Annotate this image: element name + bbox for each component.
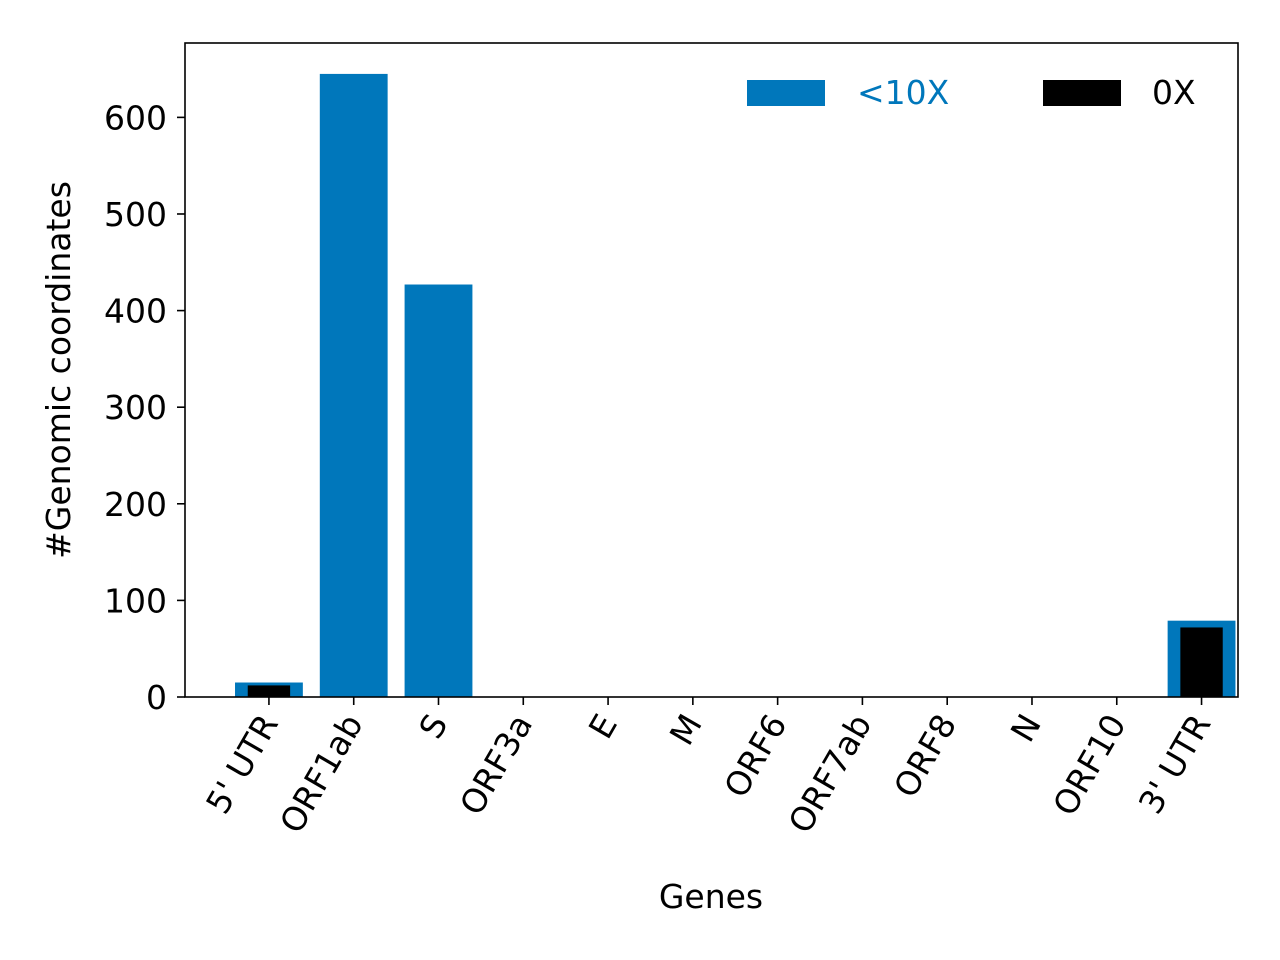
legend-label-0x: 0X xyxy=(1152,73,1196,112)
y-tick-label: 100 xyxy=(104,581,167,620)
bar-under-10x-s xyxy=(404,284,473,697)
y-tick-label: 200 xyxy=(104,485,167,524)
bar-0x-5-utr xyxy=(247,685,291,697)
bars-layer xyxy=(235,73,1236,697)
y-tick-label: 600 xyxy=(104,98,167,137)
bar-under-10x-orf1ab xyxy=(319,73,388,697)
legend-swatch-under-10x xyxy=(747,80,825,106)
y-tick-label: 500 xyxy=(104,195,167,234)
legend: <10X 0X xyxy=(747,73,1196,112)
y-tick-label: 400 xyxy=(104,292,167,331)
x-axis-label: Genes xyxy=(659,877,763,916)
y-axis-ticks: 0 100 200 300 400 500 600 xyxy=(104,98,185,717)
y-axis-label: #Genomic coordinates xyxy=(39,181,78,559)
plot-frame xyxy=(184,42,1239,698)
bar-0x-3-utr xyxy=(1180,627,1223,697)
y-tick-label: 0 xyxy=(146,678,167,717)
legend-label-under-10x: <10X xyxy=(857,73,949,112)
legend-swatch-0x xyxy=(1043,80,1121,106)
y-tick-label: 300 xyxy=(104,388,167,427)
